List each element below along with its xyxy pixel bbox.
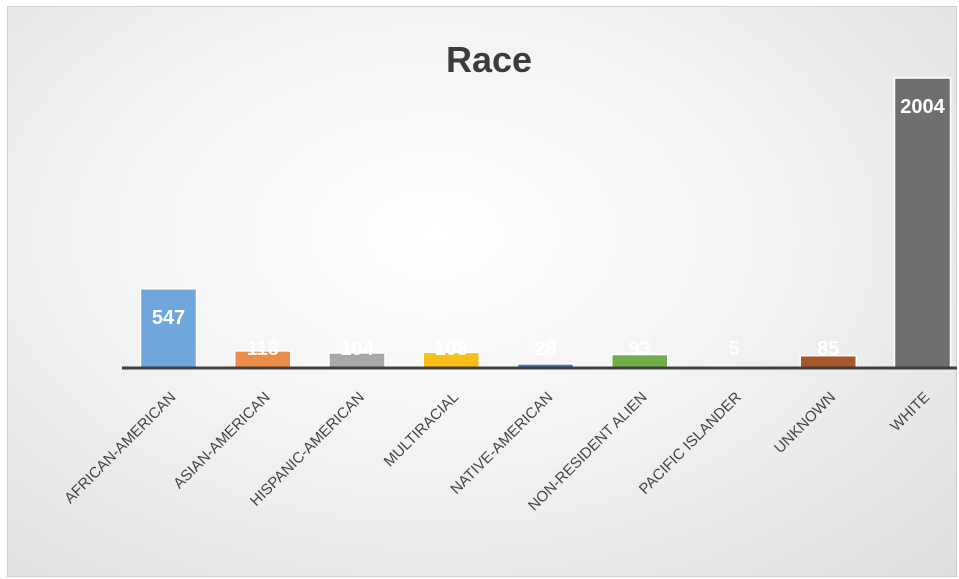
data-label: 104 [340,338,374,360]
data-label: 2004 [900,96,945,118]
data-label: 85 [817,338,839,360]
data-label: 547 [152,307,185,329]
data-label: 108 [435,338,468,360]
x-tick-label: PACIFIC ISLANDER [636,389,745,498]
bar-african-american [139,288,198,369]
data-label: 118 [247,338,279,360]
data-label: 5 [728,338,739,360]
x-tick-label: MULTIRACIAL [381,389,462,470]
chart-title: Race [446,39,532,80]
bar-white [893,77,952,369]
data-labels-layer: 547 118 104 108 28 93 5 85 2004 [152,96,946,360]
tick-labels-layer: AFRICAN-AMERICANASIAN-AMERICANHISPANIC-A… [61,389,933,515]
x-tick-label: NATIVE-AMERICAN [447,389,556,498]
x-tick-label: UNKNOWN [771,389,839,457]
data-label: 28 [534,338,556,360]
x-tick-label: WHITE [887,389,933,435]
x-tick-label: ASIAN-AMERICAN [170,389,273,492]
x-tick-label: AFRICAN-AMERICAN [61,389,179,507]
bars-layer [139,77,952,369]
data-label: 93 [629,338,651,360]
